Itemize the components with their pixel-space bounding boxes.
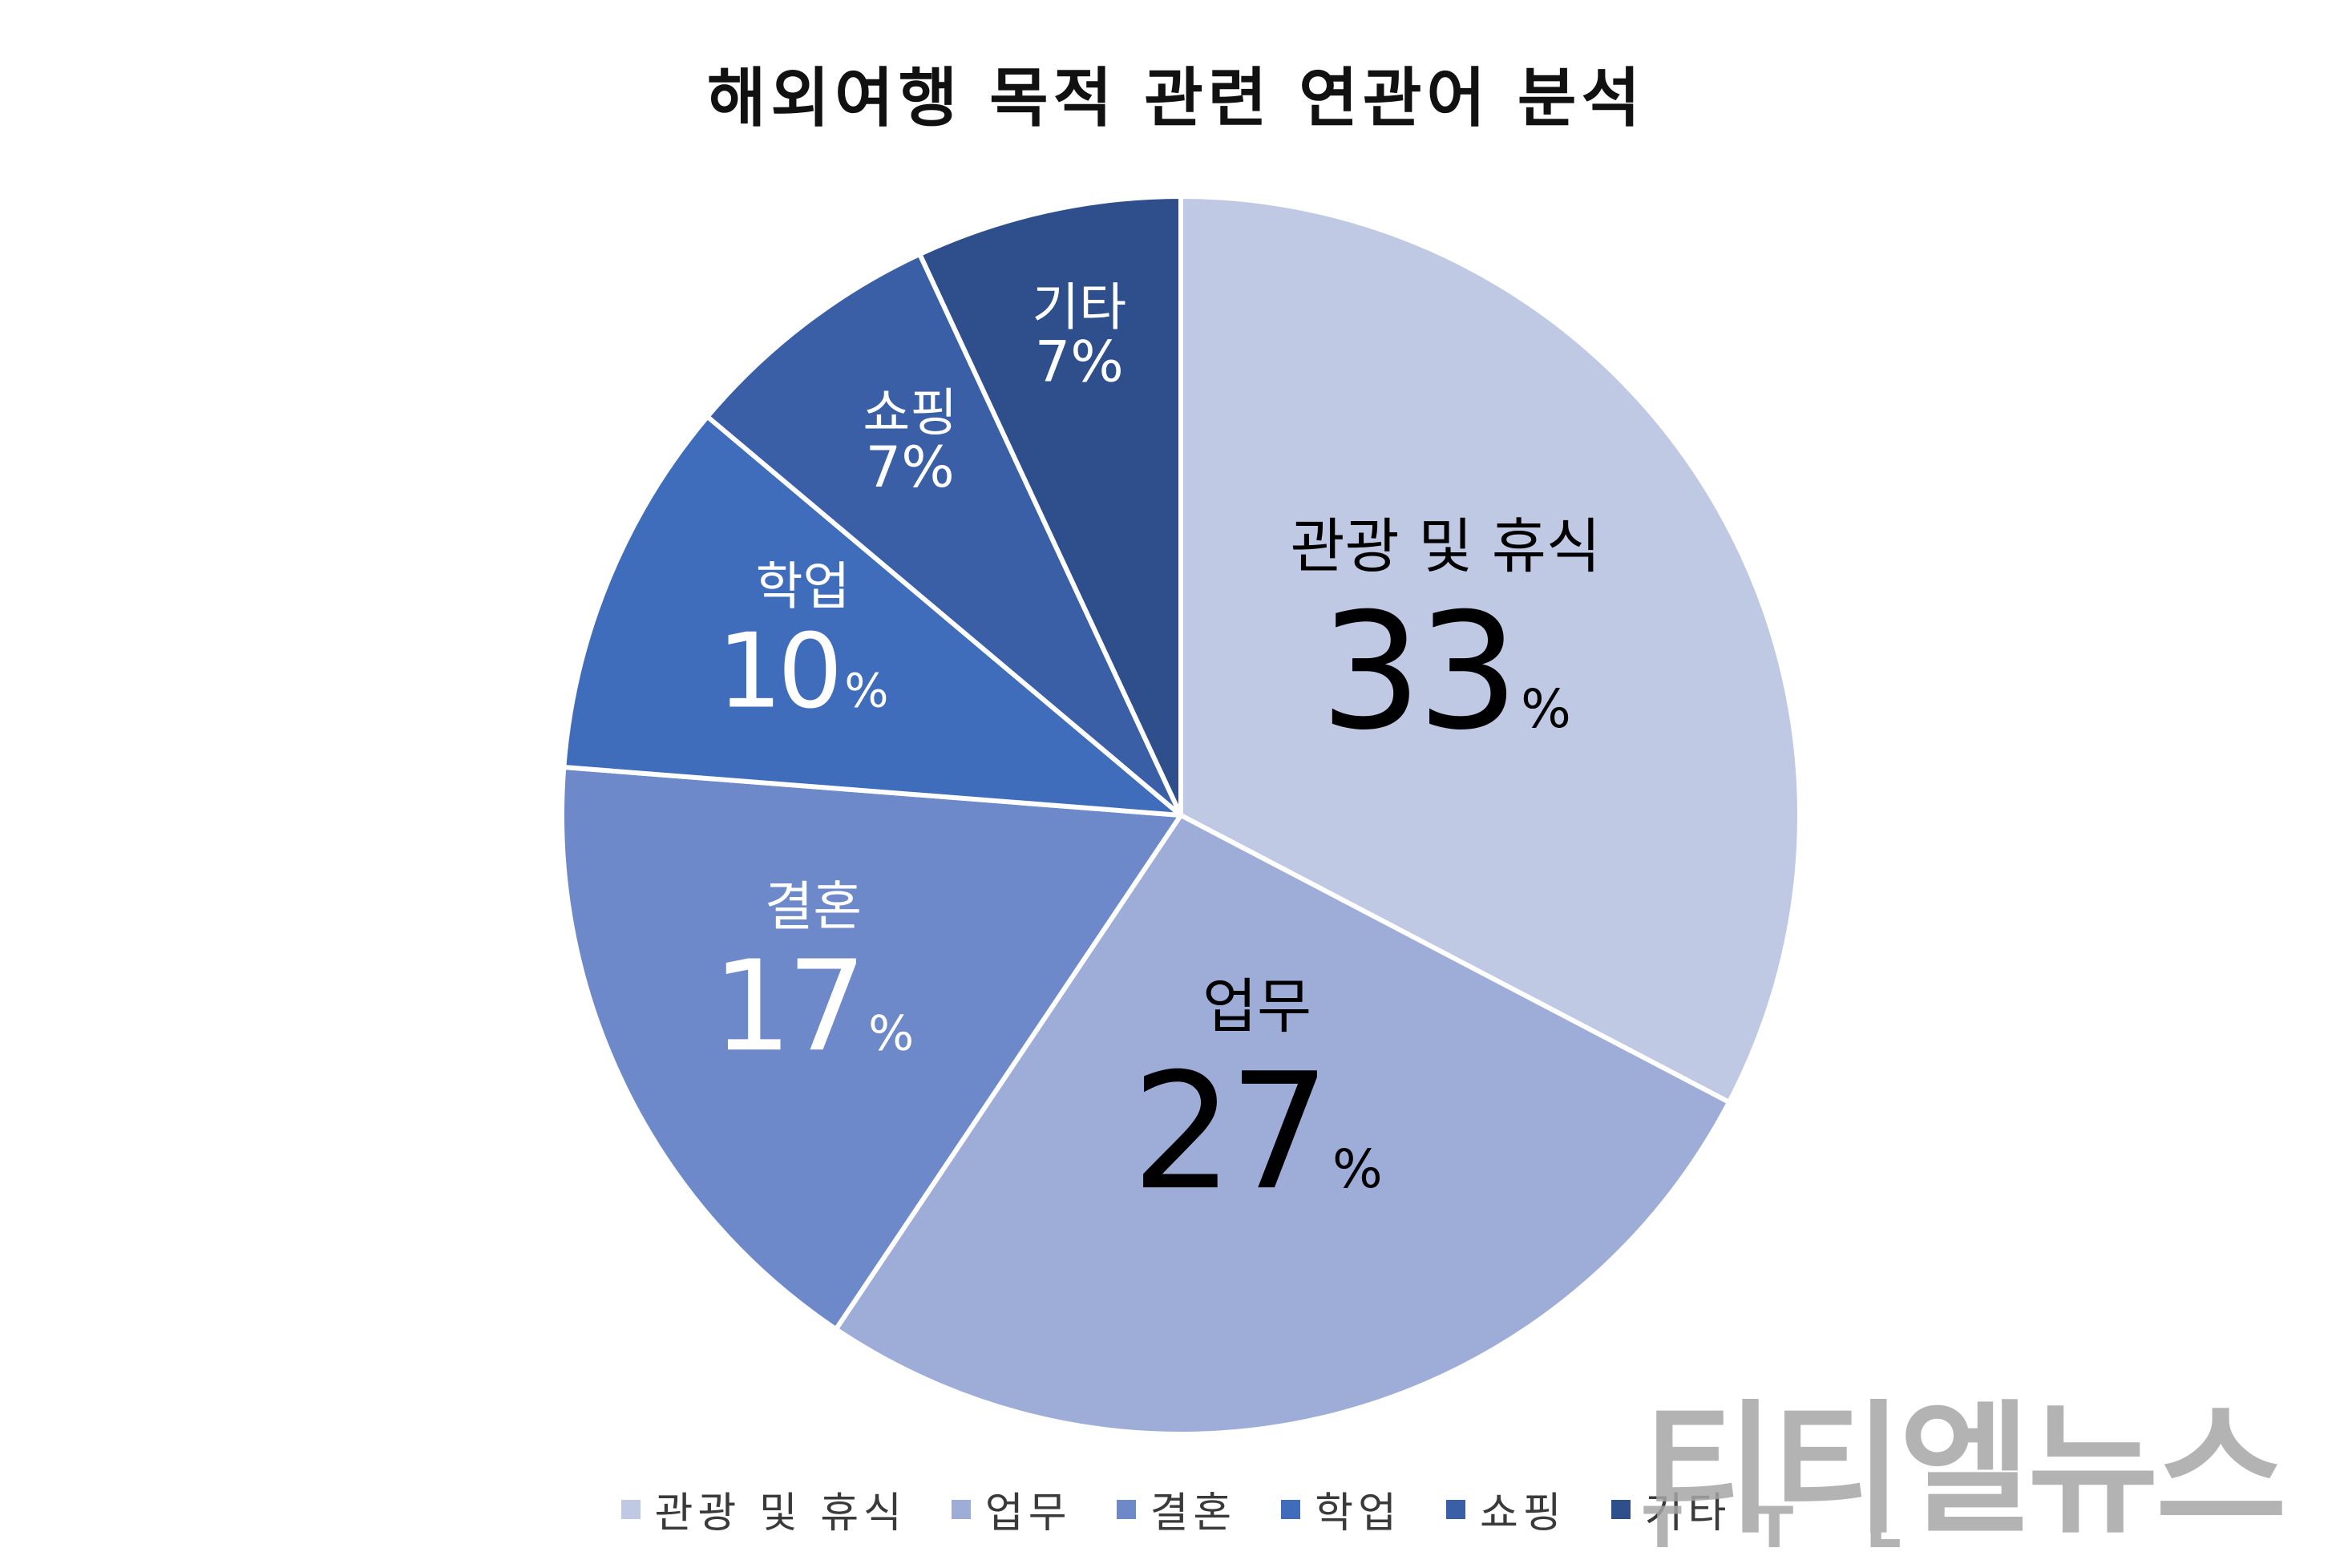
watermark-text-ko: 티티엘뉴스 <box>1643 1387 2287 1553</box>
chart-title: 해외여행 목적 관련 연관어 분석 <box>706 61 1646 135</box>
slice-label-name: 관광 및 휴식 <box>1290 512 1600 581</box>
watermark-text-en: TTL <box>1643 1495 1974 1561</box>
pie-slice <box>917 194 1183 818</box>
pie-slice <box>560 765 1183 1332</box>
pie-slices <box>560 194 1802 1437</box>
slice-label-name: 학업 <box>756 557 851 616</box>
slice-label-name: 업무 <box>1202 972 1311 1041</box>
pie-slice <box>561 414 1183 818</box>
legend-label: 업무 <box>984 1489 1072 1538</box>
watermark-logo: 티티엘뉴스 TTL <box>1643 1355 2287 1563</box>
pie-slice <box>705 252 1183 818</box>
pie-slice <box>833 813 1732 1437</box>
legend: 관광 및 휴식 업무 결혼 학업 쇼핑 기타 <box>0 1479 2352 1539</box>
legend-item: 기타 <box>1610 1479 1732 1539</box>
legend-label: 결혼 <box>1150 1489 1237 1538</box>
slice-label-value: 7% <box>1035 329 1124 395</box>
legend-swatch <box>620 1499 641 1519</box>
slice-label-value: 7% <box>866 434 955 500</box>
legend-label: 쇼핑 <box>1479 1489 1566 1538</box>
slice-label-value: 33% <box>1320 579 1571 766</box>
pie-slice <box>1178 194 1802 1105</box>
slice-label-value: 27% <box>1131 1039 1382 1226</box>
slice-label-name: 기타 <box>1032 279 1126 338</box>
legend-swatch <box>1610 1499 1631 1519</box>
legend-swatch <box>1445 1499 1465 1519</box>
legend-label: 관광 및 휴식 <box>654 1489 907 1538</box>
legend-swatch <box>951 1499 971 1519</box>
slice-label-name: 쇼핑 <box>863 384 957 443</box>
slice-label-name: 결혼 <box>765 875 862 937</box>
legend-item: 학업 <box>1281 1479 1401 1539</box>
legend-item: 쇼핑 <box>1445 1479 1566 1539</box>
legend-label: 학업 <box>1315 1489 1401 1538</box>
legend-item: 관광 및 휴식 <box>620 1479 907 1539</box>
legend-item: 결혼 <box>1116 1479 1237 1539</box>
legend-swatch <box>1116 1499 1136 1519</box>
legend-label: 기타 <box>1644 1489 1732 1538</box>
slice-label-value: 17% <box>713 933 915 1079</box>
slice-label-value: 10% <box>717 612 889 731</box>
legend-item: 업무 <box>951 1479 1072 1539</box>
legend-swatch <box>1281 1499 1301 1519</box>
